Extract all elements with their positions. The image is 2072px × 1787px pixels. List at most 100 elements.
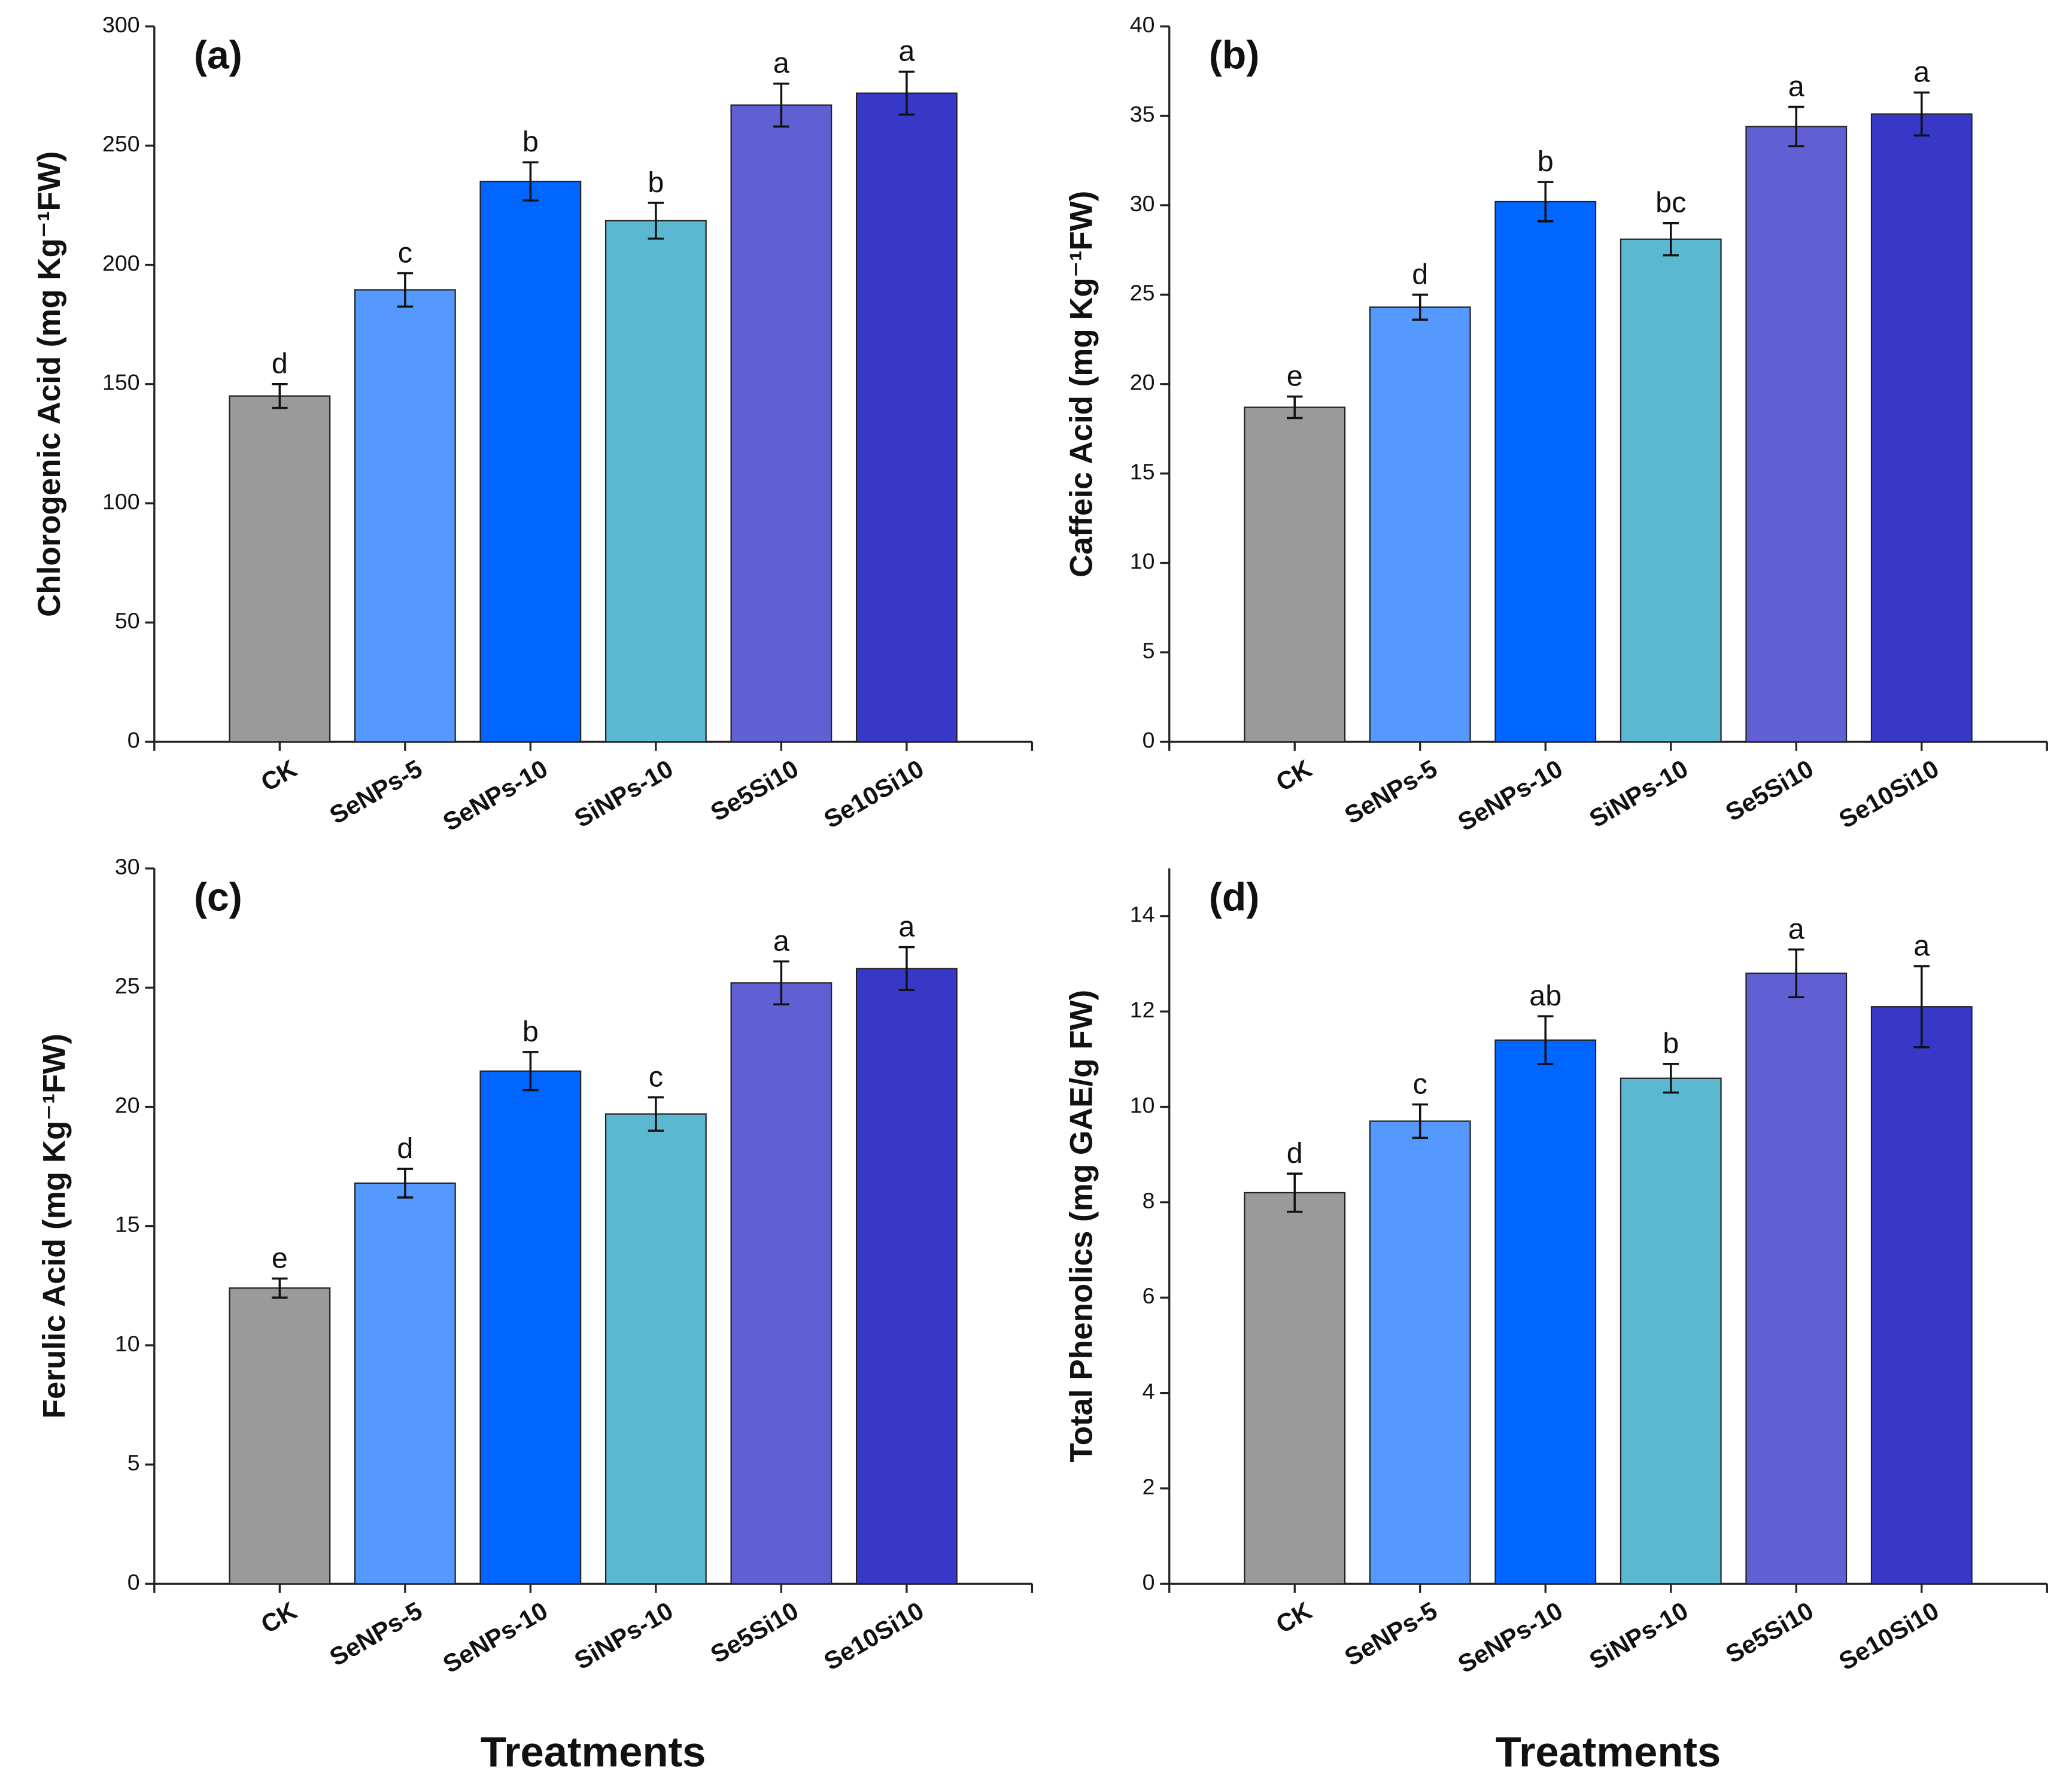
y-tick-label: 0 <box>127 727 140 752</box>
bar <box>1620 1077 1722 1585</box>
y-tick-label: 25 <box>115 973 140 998</box>
x-tick-label: CK <box>1271 1596 1317 1639</box>
bar <box>855 968 958 1585</box>
x-tick-label: SeNPs-10 <box>438 754 552 836</box>
y-tick-label: 14 <box>1130 902 1155 927</box>
y-tick-label: 35 <box>1130 101 1155 126</box>
x-tick-label: Se5Si10 <box>1721 1596 1818 1669</box>
bar <box>229 1287 331 1585</box>
y-tick-label: 40 <box>1130 12 1155 37</box>
significance-letter: e <box>272 1242 288 1274</box>
x-tick-label: SeNPs-10 <box>1453 1596 1567 1678</box>
bar <box>604 1113 707 1585</box>
y-axis-label: Chlorogenic Acid (mg Kg⁻¹FW) <box>32 151 67 617</box>
x-tick-label: SeNPs-10 <box>1453 754 1567 836</box>
y-tick-label: 200 <box>102 250 140 275</box>
y-tick-label: 20 <box>1130 370 1155 395</box>
y-tick-label: 25 <box>1130 280 1155 305</box>
significance-letter: b <box>1663 1028 1679 1060</box>
significance-letter: b <box>1538 145 1554 178</box>
significance-letter: a <box>898 911 915 943</box>
significance-letter: a <box>773 47 789 80</box>
y-tick-label: 5 <box>127 1450 140 1475</box>
bar <box>1870 113 1973 743</box>
significance-letter: d <box>272 348 288 380</box>
x-tick-label: Se5Si10 <box>706 754 803 826</box>
significance-letter: c <box>1413 1068 1427 1100</box>
bar <box>354 1182 456 1585</box>
x-axis-label: Treatments <box>481 1728 706 1776</box>
y-tick-label: 10 <box>1130 548 1155 573</box>
significance-letter: ab <box>1529 980 1561 1012</box>
x-axis-label: Treatments <box>1496 1728 1721 1776</box>
y-tick-label: 300 <box>102 12 140 37</box>
x-tick-label: SiNPs-10 <box>1584 1596 1693 1675</box>
bar <box>354 289 456 743</box>
bar <box>1620 238 1722 743</box>
significance-letter: d <box>397 1132 413 1165</box>
y-tick-label: 8 <box>1143 1188 1155 1213</box>
y-axis-label: Total Phenolics (mg GAE/g FW) <box>1064 990 1099 1463</box>
y-tick-label: 150 <box>102 370 140 395</box>
y-tick-label: 4 <box>1143 1379 1155 1404</box>
x-tick-label: Se10Si10 <box>819 754 929 834</box>
panel-label: (d) <box>1209 875 1259 919</box>
y-tick-label: 30 <box>115 854 140 879</box>
bar <box>479 1070 582 1585</box>
significance-letter: d <box>1412 258 1428 290</box>
y-tick-label: 2 <box>1143 1474 1155 1499</box>
bar <box>1244 1192 1346 1585</box>
significance-letter: a <box>773 925 789 957</box>
y-tick-label: 5 <box>1143 638 1155 663</box>
x-tick-label: SiNPs-10 <box>570 754 678 833</box>
y-tick-label: 0 <box>127 1569 140 1594</box>
x-tick-label: SeNPs-5 <box>1340 1596 1442 1671</box>
significance-letter: c <box>398 236 412 269</box>
bar <box>479 180 582 743</box>
significance-letter: bc <box>1655 187 1686 219</box>
x-tick-label: CK <box>256 754 302 797</box>
significance-letter: a <box>1788 71 1804 103</box>
significance-letter: e <box>1287 360 1303 393</box>
y-tick-label: 12 <box>1130 997 1155 1022</box>
bar <box>730 104 833 743</box>
y-tick-label: 50 <box>115 608 140 633</box>
y-tick-label: 250 <box>102 131 140 156</box>
bar <box>229 395 331 743</box>
x-tick-label: CK <box>1271 754 1317 797</box>
y-tick-label: 20 <box>115 1092 140 1117</box>
significance-letter: c <box>649 1061 663 1093</box>
bar <box>1870 1006 1973 1585</box>
x-tick-label: SeNPs-5 <box>1340 754 1442 829</box>
significance-letter: b <box>648 166 664 199</box>
significance-letter: b <box>522 1016 539 1048</box>
bar <box>730 982 833 1585</box>
bar <box>1494 1039 1597 1585</box>
y-tick-label: 10 <box>1130 1092 1155 1117</box>
bar <box>1369 306 1471 743</box>
significance-letter: a <box>1913 929 1930 962</box>
y-tick-label: 0 <box>1143 727 1155 752</box>
x-tick-label: SeNPs-5 <box>325 1596 427 1671</box>
x-tick-label: Se10Si10 <box>1834 754 1943 834</box>
significance-letter: a <box>1788 913 1804 946</box>
bar <box>604 220 707 743</box>
x-tick-label: Se5Si10 <box>706 1596 803 1669</box>
bar <box>1745 126 1848 743</box>
significance-letter: a <box>898 35 915 68</box>
significance-letter: b <box>522 126 539 158</box>
bar <box>1244 406 1346 743</box>
bar <box>1494 200 1597 743</box>
y-axis-label: Caffeic Acid (mg Kg⁻¹FW) <box>1064 191 1099 578</box>
bar <box>1369 1120 1471 1585</box>
x-tick-label: SeNPs-5 <box>325 754 427 829</box>
y-tick-label: 10 <box>115 1331 140 1356</box>
bar <box>1745 972 1848 1585</box>
x-tick-label: Se5Si10 <box>1721 754 1818 826</box>
bar <box>855 92 958 743</box>
panel-label: (a) <box>194 34 242 78</box>
x-tick-label: CK <box>256 1596 302 1639</box>
significance-letter: a <box>1913 56 1930 89</box>
